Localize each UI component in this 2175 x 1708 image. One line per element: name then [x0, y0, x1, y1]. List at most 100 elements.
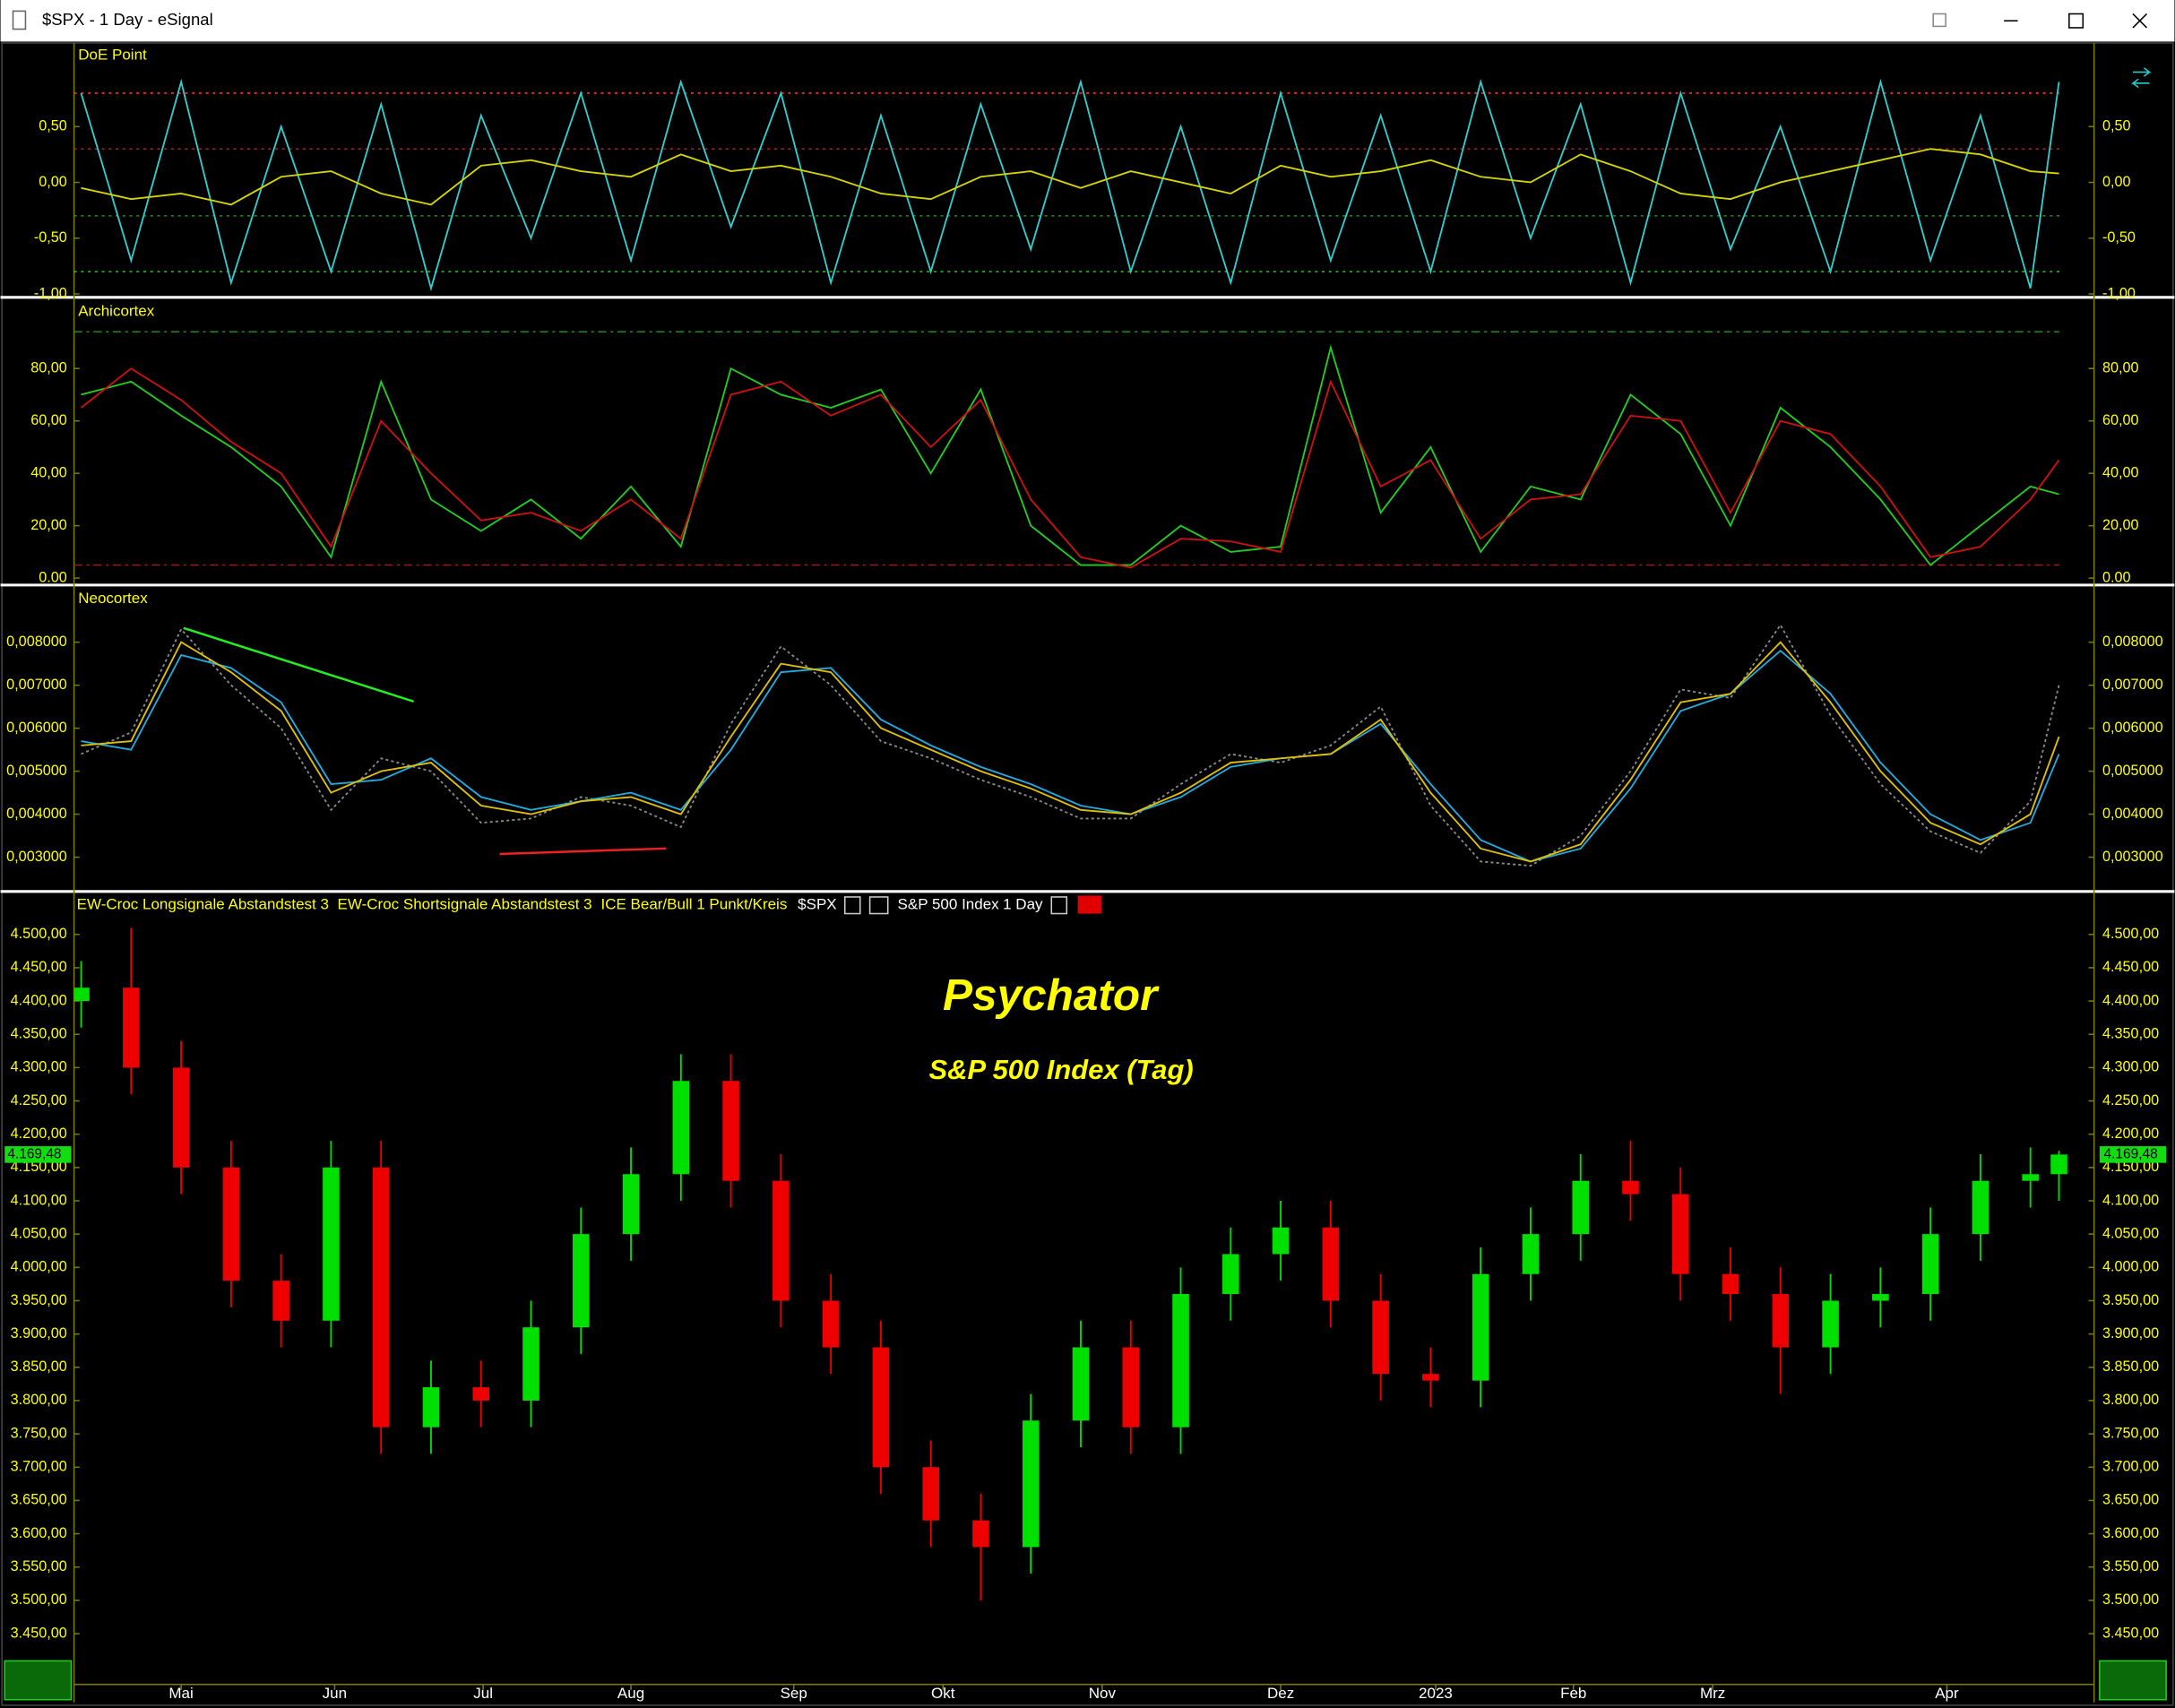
y-tick-label: 0,00: [2102, 174, 2131, 190]
legend-icon[interactable]: [2099, 1660, 2167, 1701]
x-tick-label: Okt: [931, 1685, 955, 1702]
y-tick-label: 0,50: [39, 118, 67, 134]
y-tick-label: 0,003000: [6, 849, 67, 865]
candle-body: [672, 1081, 690, 1175]
x-tick-label: Aug: [617, 1685, 644, 1702]
y-tick-label: 3.800,00: [11, 1392, 67, 1408]
y-tick-label: 3.700,00: [11, 1459, 67, 1475]
y-tick-label: -1,00: [34, 285, 67, 301]
app-icon: [12, 10, 27, 30]
y-tick-label: 60,00: [30, 412, 67, 428]
x-tick-label: Nov: [1089, 1685, 1117, 1702]
candle-body: [622, 1174, 640, 1235]
trend-line[interactable]: [183, 626, 414, 703]
candle-body: [722, 1081, 739, 1181]
maximize-button[interactable]: [2068, 13, 2084, 29]
candle-body: [2050, 1154, 2067, 1175]
candle-body: [1322, 1227, 1340, 1301]
x-tick-label: Sep: [781, 1685, 807, 1702]
y-tick-label: 4.100,00: [11, 1192, 67, 1208]
y-tick-label: 0,005000: [6, 763, 67, 779]
y-tick-label: 80,00: [30, 360, 67, 376]
y-tick-label: 3.700,00: [2102, 1459, 2159, 1475]
candle-body: [1372, 1300, 1389, 1375]
y-tick-label: 3.650,00: [11, 1492, 67, 1508]
close-button[interactable]: [2132, 13, 2148, 29]
indicator-line: [81, 344, 2059, 566]
y-tick-label: -0,50: [34, 229, 67, 246]
y-tick-label: 3.550,00: [2102, 1558, 2159, 1574]
symbol-dropdown[interactable]: [843, 896, 861, 915]
candle-body: [1422, 1374, 1439, 1381]
y-tick-label: 3.900,00: [2102, 1325, 2159, 1341]
candle-body: [1572, 1180, 1590, 1235]
legend-icon[interactable]: [4, 1660, 73, 1701]
chart-title: Psychator: [943, 970, 1160, 1020]
last-price-label: 4.169,48: [7, 1146, 61, 1161]
last-price-label: 4.169,48: [2104, 1146, 2158, 1161]
link-dropdown[interactable]: [868, 896, 889, 915]
y-tick-label: 0,007000: [6, 677, 67, 693]
window-title: $SPX - 1 Day - eSignal: [42, 10, 213, 29]
y-tick-label: 4.200,00: [11, 1126, 67, 1142]
y-tick-label: 0.00: [2102, 569, 2131, 585]
candle-body: [472, 1387, 490, 1401]
y-tick-label: 4.300,00: [2102, 1059, 2159, 1075]
candle-body: [872, 1347, 890, 1468]
indicator-line: [81, 148, 2059, 206]
y-tick-label: -0,50: [2102, 229, 2136, 246]
x-tick-label: 2023: [1419, 1685, 1453, 1702]
interval-label[interactable]: 1 Day: [1003, 896, 1043, 913]
y-tick-label: 3.550,00: [11, 1558, 67, 1574]
y-tick-label: 0,006000: [2102, 720, 2163, 736]
candle-body: [1972, 1180, 1989, 1235]
symbol-label[interactable]: $SPX: [798, 896, 836, 913]
y-tick-label: 3.450,00: [11, 1625, 67, 1641]
y-tick-label: 0,50: [2102, 118, 2131, 134]
y-tick-label: 4.000,00: [11, 1259, 67, 1275]
pane-title: Neocortex: [78, 590, 148, 607]
y-tick-label: 80,00: [2102, 360, 2139, 376]
trend-line[interactable]: [499, 847, 667, 856]
candle-body: [1022, 1420, 1040, 1548]
study-label[interactable]: EW-Croc Shortsignale Abstandstest 3: [338, 896, 592, 913]
y-tick-label: 4.500,00: [11, 926, 67, 942]
y-tick-label: 4.400,00: [11, 992, 67, 1008]
y-tick-label: 3.950,00: [2102, 1292, 2159, 1308]
study-label[interactable]: ICE Bear/Bull 1 Punkt/Kreis: [600, 896, 787, 913]
candle-body: [123, 988, 140, 1068]
y-tick-label: 3.750,00: [2102, 1425, 2159, 1441]
candle-body: [1921, 1234, 1939, 1295]
y-tick-label: 3.750,00: [11, 1425, 67, 1441]
y-tick-label: 0,006000: [6, 720, 67, 736]
y-tick-label: 0,004000: [2102, 806, 2163, 822]
indicator-line: [81, 641, 2060, 863]
y-tick-label: 4.250,00: [11, 1092, 67, 1108]
y-tick-label: 0.00: [39, 569, 67, 585]
y-tick-label: 4.200,00: [2102, 1126, 2159, 1142]
candle-body: [73, 988, 90, 1002]
detach-button[interactable]: [1932, 13, 1946, 28]
candle-body: [572, 1234, 590, 1328]
y-tick-label: 0,003000: [2102, 849, 2163, 865]
last-price-flag: [4, 1146, 72, 1163]
y-tick-label: 4.000,00: [2102, 1259, 2159, 1275]
interval-dropdown[interactable]: [1050, 896, 1068, 915]
scroll-icon[interactable]: [2130, 67, 2152, 89]
candle-body: [323, 1167, 340, 1321]
y-tick-label: 4.100,00: [2102, 1192, 2159, 1208]
y-tick-label: 3.500,00: [2102, 1592, 2159, 1608]
y-tick-label: 4.350,00: [2102, 1026, 2159, 1042]
y-tick-label: 3.600,00: [2102, 1525, 2159, 1541]
candle-body: [1872, 1294, 1889, 1301]
candle-body: [372, 1167, 390, 1428]
indicator-line: [81, 623, 2060, 867]
record-button[interactable]: [1077, 895, 1101, 914]
pane-title: DoE Point: [78, 46, 147, 63]
indicator-line: [80, 78, 2060, 292]
y-tick-label: 0,004000: [6, 806, 67, 822]
study-label[interactable]: EW-Croc Longsignale Abstandstest 3: [77, 896, 329, 913]
y-tick-label: 3.450,00: [2102, 1625, 2159, 1641]
y-tick-label: 0,007000: [2102, 677, 2163, 693]
